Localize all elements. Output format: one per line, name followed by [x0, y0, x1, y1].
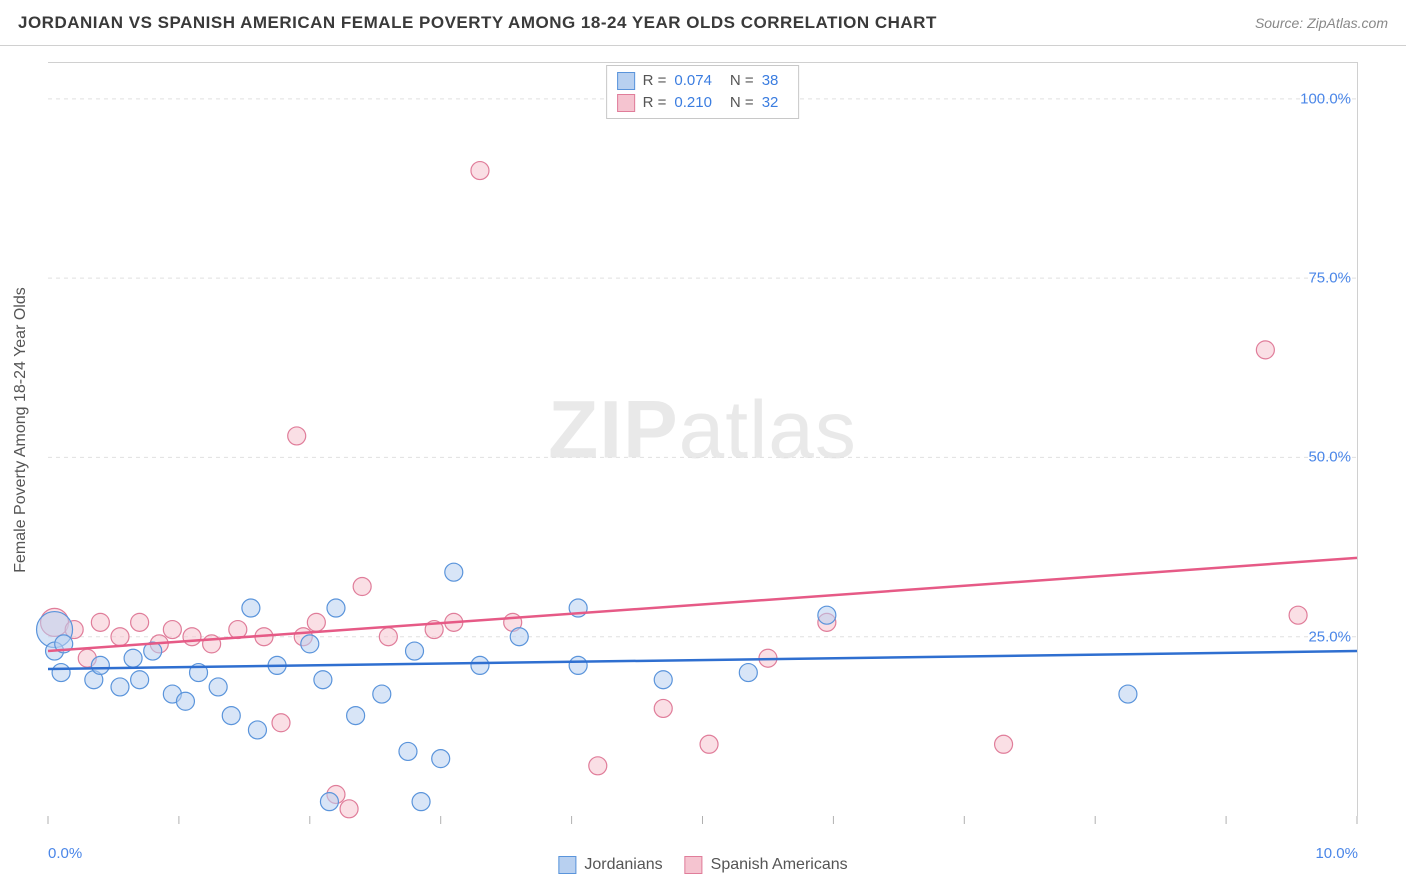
source-prefix: Source: [1255, 15, 1307, 31]
legend-row-1: R = 0.074 N = 38 [617, 70, 789, 92]
data-point [91, 613, 109, 631]
r-label-1: R = [643, 70, 667, 92]
data-point [589, 757, 607, 775]
data-point [111, 678, 129, 696]
r-label-2: R = [643, 92, 667, 114]
y-tick-label: 25.0% [1308, 628, 1351, 645]
data-point [52, 664, 70, 682]
n-value-2: 32 [762, 92, 779, 114]
y-tick-label: 75.0% [1308, 270, 1351, 287]
r-value-2: 0.210 [674, 92, 712, 114]
series1-points-group [37, 563, 1137, 810]
data-point [91, 656, 109, 674]
y-tick-label: 100.0% [1300, 90, 1351, 107]
data-point [654, 671, 672, 689]
data-point [209, 678, 227, 696]
data-point [379, 628, 397, 646]
data-point [1256, 341, 1274, 359]
y-axis-label: Female Poverty Among 18-24 Year Olds [12, 287, 30, 573]
data-point [1289, 606, 1307, 624]
legend-swatch-series1 [617, 72, 635, 90]
legend-item-series2: Spanish Americans [685, 856, 848, 874]
data-point [654, 699, 672, 717]
data-point [373, 685, 391, 703]
x-axis-right-label: 10.0% [1315, 845, 1358, 862]
data-point [432, 750, 450, 768]
n-label-1: N = [730, 70, 754, 92]
data-point [700, 735, 718, 753]
data-point [176, 692, 194, 710]
data-point [307, 613, 325, 631]
data-point [183, 628, 201, 646]
data-point [163, 621, 181, 639]
data-point [739, 664, 757, 682]
data-point [131, 671, 149, 689]
n-label-2: N = [730, 92, 754, 114]
legend-swatch-series2 [617, 94, 635, 112]
data-point [327, 599, 345, 617]
data-point [248, 721, 266, 739]
data-point [340, 800, 358, 818]
r-value-1: 0.074 [674, 70, 712, 92]
n-value-1: 38 [762, 70, 779, 92]
data-point [203, 635, 221, 653]
legend-label-series2: Spanish Americans [711, 856, 848, 874]
data-point [412, 793, 430, 811]
source-attribution: Source: ZipAtlas.com [1255, 15, 1388, 31]
data-point [124, 649, 142, 667]
data-point [353, 578, 371, 596]
legend-swatch-series1-b [558, 856, 576, 874]
legend-label-series1: Jordanians [584, 856, 662, 874]
chart-title: JORDANIAN VS SPANISH AMERICAN FEMALE POV… [18, 13, 937, 33]
data-point [131, 613, 149, 631]
data-point [272, 714, 290, 732]
data-point [301, 635, 319, 653]
series1-trendline [48, 651, 1357, 669]
data-point [242, 599, 260, 617]
data-point [320, 793, 338, 811]
data-point [111, 628, 129, 646]
legend-item-series1: Jordanians [558, 856, 662, 874]
y-tick-label: 50.0% [1308, 449, 1351, 466]
x-tick-group [48, 816, 1357, 824]
scatter-plot-svg [48, 63, 1357, 816]
data-point [1119, 685, 1137, 703]
legend-row-2: R = 0.210 N = 32 [617, 92, 789, 114]
data-point [510, 628, 528, 646]
x-axis-left-label: 0.0% [48, 845, 82, 862]
data-point [995, 735, 1013, 753]
data-point [288, 427, 306, 445]
series-legend: Jordanians Spanish Americans [558, 856, 847, 874]
data-point [406, 642, 424, 660]
data-point [569, 656, 587, 674]
chart-plot-area: ZIPatlas R = 0.074 N = 38 R = 0.210 N = … [48, 62, 1358, 816]
data-point [314, 671, 332, 689]
data-point [347, 707, 365, 725]
data-point [222, 707, 240, 725]
legend-swatch-series2-b [685, 856, 703, 874]
source-name: ZipAtlas.com [1307, 15, 1388, 31]
chart-header: JORDANIAN VS SPANISH AMERICAN FEMALE POV… [0, 0, 1406, 46]
data-point [399, 742, 417, 760]
gridlines-group [48, 99, 1357, 637]
data-point [818, 606, 836, 624]
data-point [471, 656, 489, 674]
correlation-legend: R = 0.074 N = 38 R = 0.210 N = 32 [606, 65, 800, 119]
data-point [471, 162, 489, 180]
data-point [445, 563, 463, 581]
